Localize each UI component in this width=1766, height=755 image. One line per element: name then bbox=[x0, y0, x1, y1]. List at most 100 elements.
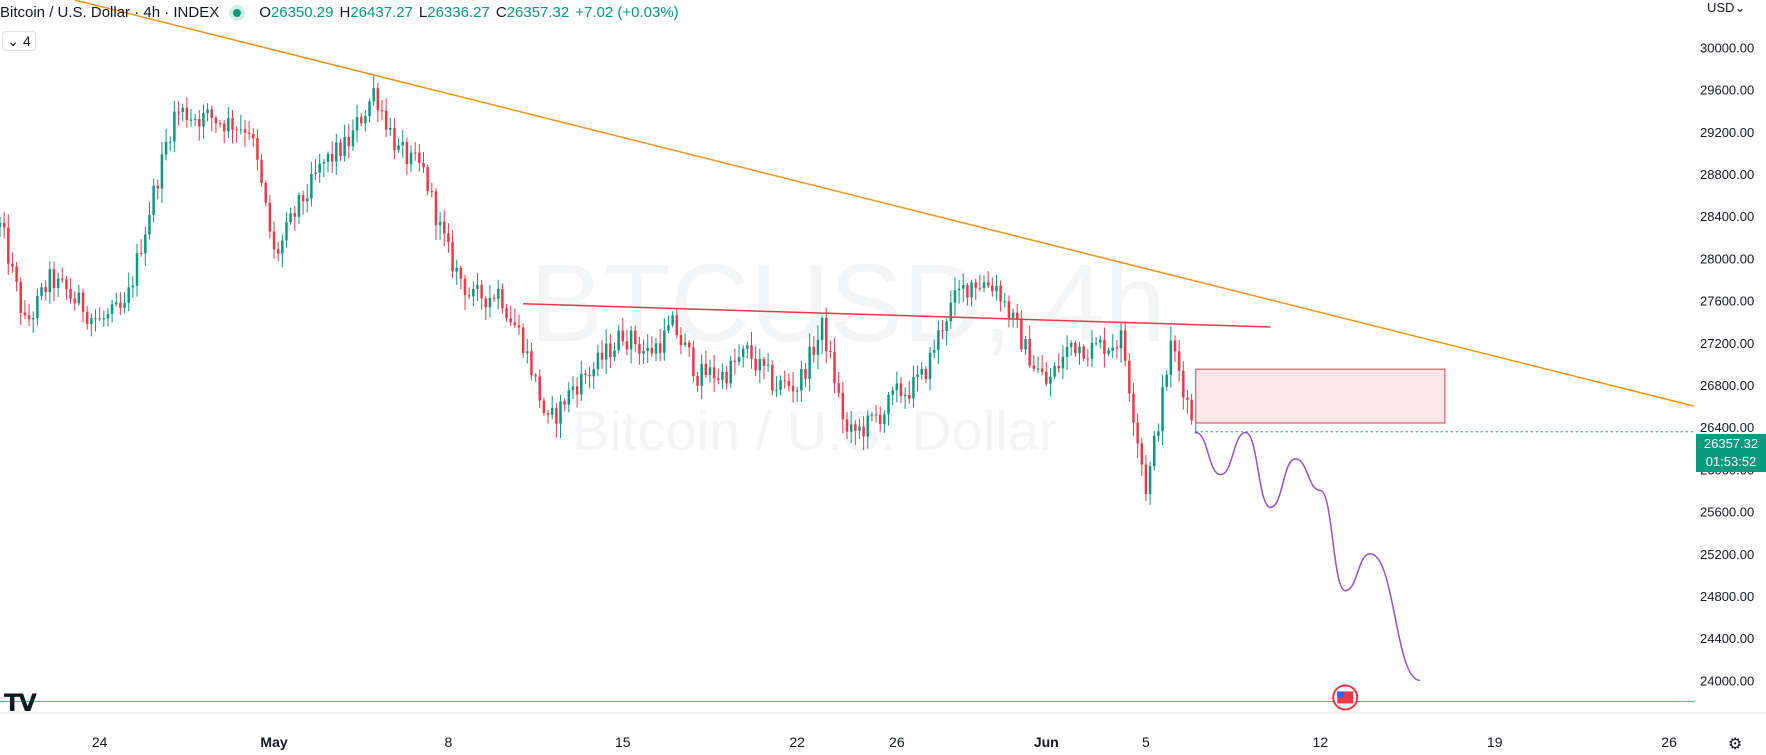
candle-body bbox=[94, 318, 97, 320]
candle-body bbox=[2, 222, 6, 228]
price-tick-label: 24800.00 bbox=[1700, 589, 1754, 604]
candle-body bbox=[683, 342, 687, 346]
candle-body bbox=[795, 390, 799, 392]
candle-body bbox=[546, 413, 550, 415]
candle-body bbox=[73, 298, 76, 304]
candle-body bbox=[991, 285, 994, 292]
candle-body bbox=[721, 371, 724, 380]
candle-body bbox=[517, 325, 521, 328]
market-status-icon[interactable] bbox=[233, 8, 242, 17]
tradingview-logo[interactable]: TV bbox=[4, 689, 37, 717]
candle-body bbox=[148, 214, 151, 235]
low-value: 26336.27 bbox=[427, 4, 490, 21]
candle-body bbox=[77, 292, 81, 304]
candle-body bbox=[1165, 374, 1168, 387]
last-price-tag: 26357.32 01:53:52 bbox=[1696, 434, 1766, 472]
candle-body bbox=[81, 292, 85, 312]
candle-body bbox=[48, 269, 52, 293]
indicators-toggle-button[interactable]: ⌄ 4 bbox=[2, 31, 36, 51]
candle-body bbox=[1028, 339, 1031, 366]
candle-body bbox=[584, 373, 587, 375]
candle-body bbox=[978, 287, 982, 289]
candle-body bbox=[750, 345, 753, 359]
us-event-flag-icon bbox=[1332, 684, 1359, 711]
candle-body bbox=[638, 344, 641, 354]
candle-body bbox=[1132, 393, 1135, 423]
candle-body bbox=[999, 285, 1002, 302]
candle-body bbox=[575, 386, 579, 395]
candle-body bbox=[272, 231, 276, 250]
candle-body bbox=[521, 327, 525, 354]
settings-gear-icon[interactable]: ⚙ bbox=[1728, 736, 1743, 753]
candle-body bbox=[812, 346, 816, 355]
candle-body bbox=[1069, 342, 1073, 347]
candle-body bbox=[717, 378, 720, 380]
watermark-symbol: BTCUSD, 4h bbox=[530, 242, 1166, 365]
candle-body bbox=[15, 266, 18, 282]
candle-body bbox=[1024, 339, 1027, 350]
candle-body bbox=[359, 117, 363, 124]
candle-body bbox=[347, 136, 351, 147]
candle-body bbox=[343, 136, 346, 157]
candle-body bbox=[928, 352, 932, 380]
candle-body bbox=[40, 287, 43, 296]
candle-body bbox=[1177, 351, 1181, 371]
candle-body bbox=[982, 282, 986, 289]
time-axis[interactable]: 24 May 8 15 22 26 Jun 5 12 19 26 bbox=[0, 712, 1766, 750]
symbol-title[interactable]: Bitcoin / U.S. Dollar · 4h · INDEX bbox=[0, 4, 220, 21]
candle-body bbox=[746, 345, 749, 349]
candle-body bbox=[650, 347, 654, 354]
candle-body bbox=[472, 289, 475, 297]
candle-body bbox=[962, 285, 965, 289]
time-tick-label: 8 bbox=[445, 734, 453, 750]
time-tick-label: 26 bbox=[1661, 734, 1677, 750]
price-axis[interactable]: 24000.00 24400.00 24800.00 25200.00 25600.00… bbox=[1694, 0, 1766, 755]
candle-body bbox=[260, 159, 263, 183]
candle-body bbox=[513, 322, 517, 326]
currency-selector[interactable]: USD⌄ bbox=[1707, 0, 1745, 16]
candle-body bbox=[609, 343, 612, 358]
candle-body bbox=[866, 415, 870, 437]
candle-body bbox=[712, 367, 716, 379]
candle-body bbox=[19, 281, 23, 313]
candle-body bbox=[526, 351, 529, 354]
candle-body bbox=[106, 313, 110, 319]
candle-body bbox=[708, 367, 712, 375]
candle-body bbox=[1045, 371, 1048, 384]
symbol-legend: Bitcoin / U.S. Dollar · 4h · INDEX O 2635… bbox=[0, 4, 679, 21]
candle-body bbox=[144, 234, 147, 254]
candle-body bbox=[1186, 397, 1189, 400]
price-tick-label: 25200.00 bbox=[1700, 547, 1754, 562]
candle-body bbox=[891, 390, 894, 395]
candle-body bbox=[168, 141, 172, 143]
candle-body bbox=[447, 233, 450, 243]
projection-path bbox=[1195, 431, 1421, 682]
candle-body bbox=[837, 383, 840, 393]
candle-body bbox=[634, 330, 637, 345]
price-tick-label: 28800.00 bbox=[1700, 167, 1754, 182]
candle-body bbox=[434, 191, 438, 226]
candle-body bbox=[563, 401, 566, 405]
candle-body bbox=[1040, 368, 1044, 372]
candle-body bbox=[924, 369, 928, 380]
candle-body bbox=[737, 357, 741, 362]
candle-body bbox=[443, 221, 446, 234]
candle-body bbox=[339, 142, 342, 157]
candle-body bbox=[787, 380, 791, 386]
candle-body bbox=[953, 290, 957, 303]
candle-body bbox=[426, 167, 429, 192]
candle-body bbox=[418, 152, 421, 164]
candle-body bbox=[862, 426, 865, 437]
candle-body bbox=[804, 369, 807, 379]
candle-body bbox=[1140, 443, 1144, 465]
candle-body bbox=[202, 113, 205, 127]
chevron-down-icon: ⌄ bbox=[7, 32, 19, 49]
candle-body bbox=[115, 302, 118, 305]
price-tick-label: 29200.00 bbox=[1700, 125, 1754, 140]
candle-body bbox=[455, 268, 458, 272]
price-tick-label: 27600.00 bbox=[1700, 294, 1754, 309]
candle-body bbox=[1107, 350, 1110, 354]
high-value: 26437.27 bbox=[350, 4, 413, 21]
candle-body bbox=[218, 123, 222, 125]
